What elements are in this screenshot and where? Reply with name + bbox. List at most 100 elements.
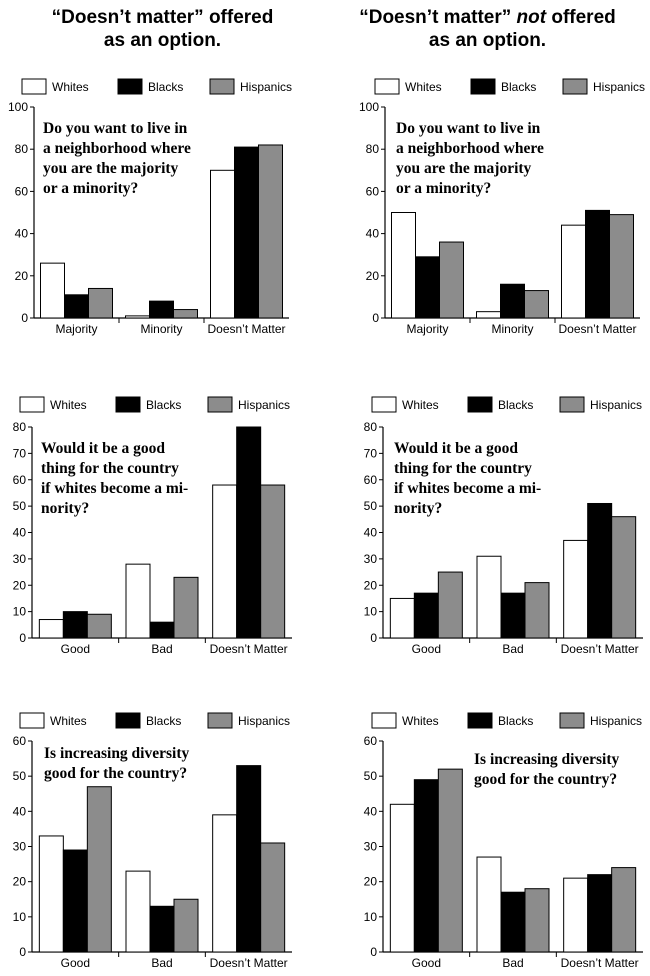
category-label: Majority [55,322,97,336]
legend-label-blacks: Blacks [146,398,181,412]
legend-swatch-hispanics [562,78,588,95]
legend-swatch-hispanics [559,712,585,729]
legend-label-whites: Whites [52,80,89,94]
y-tick-label: 20 [13,578,27,592]
legend-swatch-blacks [470,78,496,95]
y-tick-label: 0 [370,631,377,645]
chart-panel-6: Whites Blacks Hispanics 0 10 20 30 40 50 60 Good Ba… [364,712,643,970]
question-text: a neighborhood where [396,140,544,157]
category-label: Doesn’t Matter [207,322,285,336]
bar-hispanics-2 [173,309,198,319]
y-tick-label: 60 [364,734,378,748]
category-label: Doesn’t Matter [558,322,636,336]
bar-hispanics-2 [524,290,549,319]
y-tick-label: 40 [364,526,378,540]
category-label: Bad [502,642,523,656]
y-tick-label: 20 [364,578,378,592]
bar-whites-2 [476,856,502,953]
column-title-right-emphasis: not [516,7,547,28]
bar-blacks-3 [585,209,610,319]
question-text: you are the majority [43,160,179,177]
question-text: or a minority? [396,180,491,197]
bar-blacks-3 [236,426,262,639]
column-title-right: “Doesn’t matter” not offered as an optio… [325,6,650,52]
question-text: good for the country? [44,765,187,782]
bar-whites-3 [212,814,238,953]
category-label: Minority [140,322,182,336]
bar-blacks-1 [62,849,88,953]
bar-hispanics-2 [524,888,550,953]
y-tick-label: 40 [13,526,27,540]
bar-hispanics-3 [611,867,637,953]
bar-whites-1 [391,212,416,319]
bar-hispanics-2 [173,576,199,639]
y-tick-label: 0 [19,945,26,959]
bar-hispanics-3 [260,484,286,639]
chart-panel-4: Whites Blacks Hispanics 0 10 20 30 40 50 60 70 80 Go… [364,396,643,656]
bar-blacks-3 [587,874,613,953]
y-tick-label: 10 [364,910,378,924]
column-title-left-line1: “Doesn’t matter” [51,7,204,28]
y-tick-label: 0 [370,945,377,959]
legend-swatch-hispanics [209,78,235,95]
legend-swatch-whites [19,396,45,413]
question-text: Do you want to live in [43,120,188,137]
y-tick-label: 60 [13,734,27,748]
bar-blacks-3 [587,502,613,639]
bar-whites-3 [210,169,235,319]
category-label: Doesn’t Matter [561,956,639,970]
question-text: thing for the country [41,460,179,477]
y-tick-label: 20 [13,875,27,889]
y-tick-label: 50 [13,499,27,513]
y-tick-label: 10 [364,605,378,619]
bar-hispanics-3 [258,144,283,319]
y-tick-label: 10 [13,605,27,619]
legend-label-blacks: Blacks [498,714,533,728]
legend-swatch-whites [21,78,47,95]
chart-panel-5: Whites Blacks Hispanics 0 10 20 30 40 50 60 Good Ba… [13,712,292,970]
bar-blacks-1 [413,592,439,639]
category-label: Doesn’t Matter [210,956,288,970]
category-label: Doesn’t Matter [561,642,639,656]
y-tick-label: 0 [372,311,379,325]
y-tick-label: 50 [13,769,27,783]
bar-blacks-2 [149,905,175,953]
bar-whites-1 [38,835,64,953]
legend-label-whites: Whites [402,714,439,728]
y-tick-label: 80 [364,420,378,434]
y-tick-label: 70 [13,446,27,460]
legend-label-blacks: Blacks [148,80,183,94]
column-title-right-line1-end: offered [546,7,616,28]
bar-hispanics-2 [524,582,550,639]
y-tick-label: 100 [359,100,379,114]
bar-hispanics-1 [437,571,463,639]
question-text: Would it be a good [41,440,165,457]
question-text: Is increasing diversity [44,745,189,762]
legend-label-blacks: Blacks [146,714,181,728]
category-label: Good [412,642,441,656]
y-tick-label: 40 [364,804,378,818]
y-tick-label: 30 [364,552,378,566]
bar-whites-3 [561,224,586,319]
legend-swatch-whites [19,712,45,729]
bar-whites-2 [125,563,151,639]
bar-whites-1 [38,619,64,639]
legend-swatch-blacks [467,712,493,729]
bar-blacks-1 [62,611,88,639]
question-text: or a minority? [43,180,138,197]
bar-whites-2 [476,555,502,639]
y-tick-label: 50 [364,769,378,783]
column-title-left-line2: as an option. [103,30,222,51]
legend-swatch-whites [374,78,400,95]
bar-whites-2 [476,311,501,319]
question-text: Would it be a good [394,440,518,457]
question-text: nority? [394,500,442,517]
y-tick-label: 30 [13,552,27,566]
y-tick-label: 20 [366,269,380,283]
bar-whites-3 [563,877,589,953]
category-label: Minority [491,322,533,336]
legend-swatch-whites [371,396,397,413]
bar-hispanics-3 [260,842,286,953]
y-tick-label: 100 [8,100,28,114]
y-tick-label: 60 [366,184,380,198]
